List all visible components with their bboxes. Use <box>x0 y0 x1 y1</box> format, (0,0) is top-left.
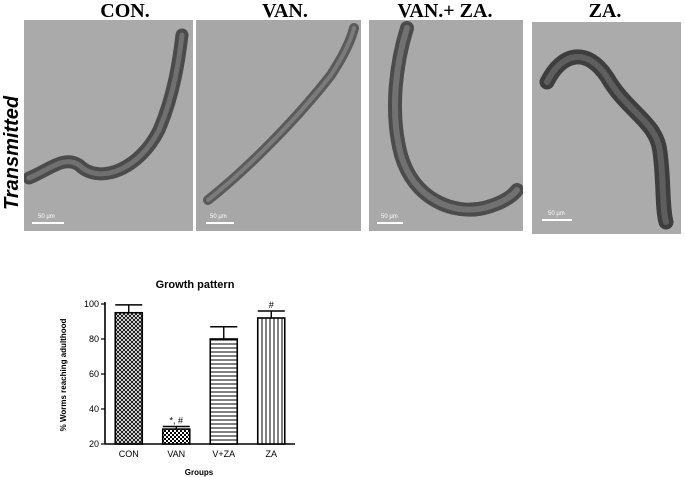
chart-title: Growth pattern <box>156 279 235 291</box>
transmitted-label-text: Transmitted <box>1 95 23 210</box>
x-tick-label: CON <box>119 449 139 459</box>
scale-bar-van: 50 μm <box>210 214 227 220</box>
scale-bar-za: 50 μm <box>548 211 565 217</box>
micrograph-van-za: 50 μm <box>369 20 523 231</box>
significance-annotation: # <box>269 300 274 310</box>
x-axis-label: Groups <box>185 468 214 477</box>
panel-title-za: ZA. <box>588 0 622 22</box>
growth-pattern-chart: Growth pattern % Worms reaching adulthoo… <box>59 279 295 477</box>
bar-van <box>161 428 191 445</box>
plot-area: 20 40 60 80 100 CON VAN *, # V+ZA ZA # <box>84 299 295 459</box>
scale-bar-con: 50 μm <box>38 214 55 220</box>
panel-title-van: VAN. <box>262 0 308 22</box>
y-tick-label: 80 <box>89 334 99 344</box>
bar-v-za <box>209 338 239 445</box>
worm-con-image: 50 μm <box>24 20 193 231</box>
y-tick-label: 60 <box>89 369 99 379</box>
y-tick-label: 40 <box>89 404 99 414</box>
significance-annotation: *, # <box>169 416 183 426</box>
y-axis-label: % Worms reaching adulthood <box>59 319 68 432</box>
worm-van-image: 50 μm <box>196 20 361 231</box>
micrograph-van: 50 μm <box>196 20 361 231</box>
scale-bar-van-za: 50 μm <box>381 214 398 220</box>
worm-za-image: 50 μm <box>532 22 681 234</box>
x-tick-label: ZA <box>265 449 277 459</box>
bar-con <box>114 311 144 445</box>
worm-van-za-image: 50 μm <box>369 20 523 231</box>
micrograph-za: 50 μm <box>532 22 681 234</box>
y-tick-label: 20 <box>89 439 99 449</box>
panel-title-van-za: VAN.+ ZA. <box>397 0 493 22</box>
y-tick-label: 100 <box>84 299 99 309</box>
bar-za <box>256 317 286 445</box>
panel-title-con: CON. <box>100 0 150 22</box>
x-tick-label: V+ZA <box>212 449 235 459</box>
micrograph-con: 50 μm <box>24 20 193 231</box>
transmitted-label: Transmitted <box>1 96 24 210</box>
x-tick-label: VAN <box>167 449 185 459</box>
